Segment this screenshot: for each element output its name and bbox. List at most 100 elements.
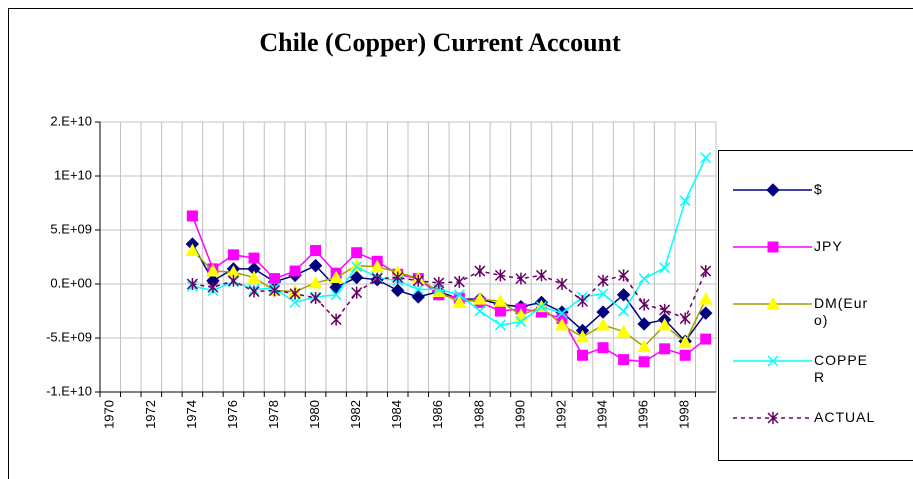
x-tick-label: 1988 bbox=[471, 400, 486, 429]
marker bbox=[767, 355, 779, 367]
marker bbox=[370, 259, 385, 273]
marker bbox=[227, 274, 239, 287]
marker bbox=[618, 269, 630, 282]
y-tick-label: 0.E+00 bbox=[50, 275, 92, 290]
marker bbox=[452, 295, 467, 308]
legend-box bbox=[718, 150, 913, 461]
marker bbox=[659, 303, 671, 316]
marker bbox=[767, 412, 779, 424]
marker bbox=[659, 262, 671, 274]
x-tick-label: 1982 bbox=[348, 400, 363, 429]
marker bbox=[657, 317, 672, 331]
marker bbox=[618, 305, 630, 317]
x-tick-label: 1996 bbox=[636, 400, 651, 429]
marker bbox=[556, 307, 568, 319]
marker bbox=[351, 247, 363, 259]
y-tick-label: -5.E+09 bbox=[46, 329, 92, 344]
x-tick-label: 1984 bbox=[389, 400, 404, 429]
x-tick-label: 1998 bbox=[677, 400, 692, 429]
legend-label: $ bbox=[814, 181, 823, 197]
marker bbox=[269, 273, 281, 285]
marker bbox=[555, 317, 569, 331]
marker bbox=[308, 275, 323, 289]
marker bbox=[494, 319, 506, 331]
marker bbox=[596, 317, 610, 331]
marker bbox=[637, 339, 651, 353]
marker bbox=[351, 261, 363, 273]
marker bbox=[289, 265, 301, 277]
y-tick-label: 2.E+10 bbox=[50, 113, 92, 128]
marker bbox=[556, 278, 568, 290]
marker bbox=[767, 241, 779, 253]
marker bbox=[247, 270, 261, 284]
marker bbox=[515, 272, 527, 285]
marker bbox=[597, 288, 609, 300]
marker bbox=[206, 263, 220, 277]
marker bbox=[474, 305, 486, 317]
x-tick-label: 1970 bbox=[102, 400, 117, 429]
marker bbox=[637, 317, 651, 331]
marker bbox=[412, 283, 424, 295]
marker bbox=[679, 312, 691, 325]
marker bbox=[679, 195, 691, 207]
marker bbox=[207, 281, 219, 294]
marker bbox=[329, 270, 343, 284]
y-tick-label: -1.E+10 bbox=[46, 383, 92, 398]
marker bbox=[618, 354, 630, 366]
marker bbox=[349, 270, 364, 285]
marker bbox=[678, 335, 693, 348]
marker bbox=[597, 342, 609, 354]
marker bbox=[186, 210, 198, 222]
legend-label: DM(Euro) bbox=[814, 295, 869, 328]
marker bbox=[493, 294, 508, 307]
y-tick-label: 1E+10 bbox=[54, 167, 92, 182]
marker bbox=[330, 289, 342, 301]
marker bbox=[577, 349, 589, 361]
marker bbox=[638, 298, 650, 311]
marker bbox=[289, 287, 301, 300]
marker bbox=[638, 273, 650, 285]
x-tick-label: 1972 bbox=[143, 400, 158, 429]
marker bbox=[269, 284, 281, 297]
marker bbox=[308, 258, 323, 273]
marker bbox=[248, 252, 260, 264]
x-tick-label: 1990 bbox=[512, 400, 527, 429]
marker bbox=[766, 183, 780, 197]
x-tick-label: 1986 bbox=[430, 400, 445, 429]
marker bbox=[431, 284, 446, 298]
marker bbox=[535, 269, 547, 282]
marker bbox=[453, 275, 465, 288]
marker bbox=[700, 265, 712, 278]
marker bbox=[766, 296, 780, 310]
marker bbox=[310, 292, 322, 305]
marker bbox=[392, 271, 404, 284]
marker bbox=[700, 333, 712, 345]
marker bbox=[411, 290, 425, 304]
marker bbox=[330, 313, 342, 326]
marker bbox=[659, 343, 671, 355]
marker bbox=[494, 269, 506, 282]
marker bbox=[412, 274, 424, 287]
marker bbox=[575, 329, 590, 343]
marker bbox=[351, 286, 363, 299]
x-tick-label: 1976 bbox=[225, 400, 240, 429]
x-tick-label: 1978 bbox=[266, 400, 281, 429]
y-tick-label: 5.E+09 bbox=[50, 221, 92, 236]
marker bbox=[700, 152, 712, 164]
chart-title: Chile (Copper) Current Account bbox=[259, 28, 621, 57]
marker bbox=[679, 349, 691, 361]
x-tick-label: 1992 bbox=[553, 400, 568, 429]
marker bbox=[514, 308, 528, 321]
marker bbox=[371, 272, 383, 285]
marker bbox=[515, 316, 527, 328]
marker bbox=[248, 285, 260, 298]
marker bbox=[473, 292, 487, 305]
marker bbox=[577, 295, 589, 308]
marker bbox=[310, 245, 322, 257]
marker bbox=[186, 278, 198, 290]
marker bbox=[185, 243, 200, 257]
series-line bbox=[192, 270, 707, 321]
marker bbox=[638, 356, 650, 368]
